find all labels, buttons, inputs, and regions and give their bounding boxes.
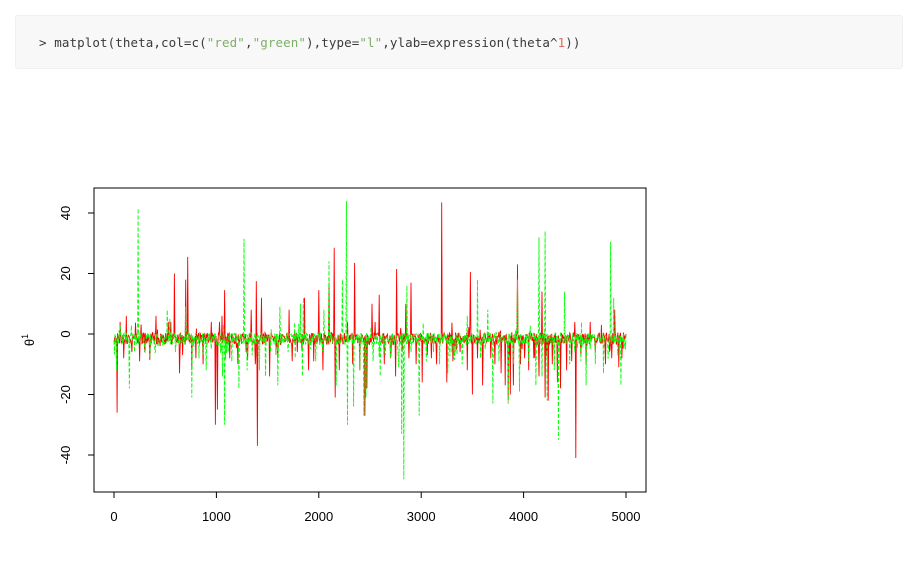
code-prompt: > bbox=[39, 35, 47, 50]
series-layer bbox=[113, 200, 627, 480]
code-string-l: "l" bbox=[359, 35, 383, 50]
code-number: 1 bbox=[557, 35, 566, 50]
x-tick-label: 2000 bbox=[304, 509, 333, 524]
axes-layer: 0 1000 2000 3000 4000 5000 -40 -20 0 20 40 bbox=[58, 206, 640, 524]
x-tick-label: 4000 bbox=[509, 509, 538, 524]
code-call: matplot(theta,col=c( bbox=[54, 35, 207, 50]
code-block: > matplot(theta,col=c("red","green"),typ… bbox=[15, 15, 903, 69]
code-mid: ),type= bbox=[305, 35, 360, 50]
y-tick-label: 20 bbox=[58, 266, 73, 280]
y-tick-label: -40 bbox=[58, 446, 73, 465]
series-line-2 bbox=[113, 200, 627, 480]
y-axis-label: θ1 bbox=[20, 334, 37, 346]
code-close: )) bbox=[565, 35, 581, 50]
code-line: > matplot(theta,col=c("red","green"),typ… bbox=[39, 35, 581, 50]
y-axis-label-base: θ bbox=[22, 339, 37, 346]
y-tick-label: 40 bbox=[58, 206, 73, 220]
code-string-green: "green" bbox=[252, 35, 306, 50]
y-tick-label: -20 bbox=[58, 385, 73, 404]
y-tick-label: 0 bbox=[58, 330, 73, 337]
x-tick-label: 1000 bbox=[202, 509, 231, 524]
x-tick-label: 3000 bbox=[407, 509, 436, 524]
code-sep: , bbox=[244, 35, 253, 50]
series-line-1 bbox=[113, 202, 627, 459]
y-axis-label-sup: 1 bbox=[20, 334, 30, 339]
x-tick-label: 5000 bbox=[612, 509, 641, 524]
x-tick-label: 0 bbox=[110, 509, 117, 524]
code-string-red: "red" bbox=[206, 35, 245, 50]
code-tail: ,ylab=expression(theta^ bbox=[382, 35, 558, 50]
